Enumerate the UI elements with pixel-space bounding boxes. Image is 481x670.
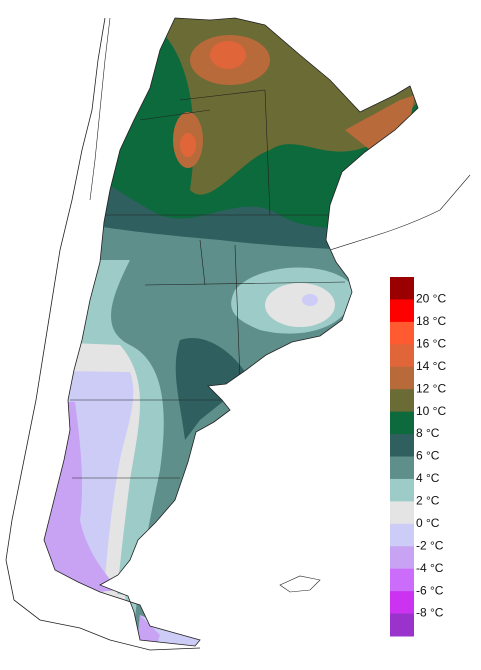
legend-label: 14 °C <box>416 359 446 373</box>
legend-swatch <box>390 344 414 368</box>
legend-label: 0 °C <box>416 516 440 530</box>
border-line <box>89 17 111 201</box>
legend-label: -6 °C <box>416 583 444 597</box>
province-borders <box>70 89 346 479</box>
legend-swatch <box>390 613 414 637</box>
zone <box>180 133 196 157</box>
legend-swatch <box>390 321 414 345</box>
uruguay-coast <box>329 174 471 251</box>
legend-label: -2 °C <box>416 538 444 552</box>
legend-swatch <box>390 434 414 457</box>
legend-swatch <box>390 591 414 615</box>
zone <box>135 615 160 646</box>
chile-coast <box>5 17 201 651</box>
zone <box>210 41 246 69</box>
islands <box>279 575 321 593</box>
legend-label: 10 °C <box>416 404 446 418</box>
legend-swatch <box>390 366 414 390</box>
legend-label: 20 °C <box>416 292 446 306</box>
legend-label: 8 °C <box>416 426 440 440</box>
legend-swatch <box>390 568 414 592</box>
zone <box>302 294 318 306</box>
legend-label: -4 °C <box>416 561 444 575</box>
legend-label: 18 °C <box>416 314 446 328</box>
legend-label: 6 °C <box>416 449 440 463</box>
argentina-outline <box>43 17 419 647</box>
legend: 20 °C 18 °C 16 °C 14 °C 12 °C 10 °C 8 °C 6 °C 4 … <box>390 277 446 637</box>
legend-swatch <box>390 389 414 413</box>
legend-swatch <box>390 501 414 525</box>
legend-label: 2 °C <box>416 494 440 508</box>
legend-label: 12 °C <box>416 381 446 395</box>
zone <box>345 95 415 150</box>
legend-swatch <box>390 456 414 480</box>
legend-swatch <box>390 546 414 570</box>
zone <box>44 400 120 600</box>
legend-swatch <box>390 478 414 502</box>
legend-label: 16 °C <box>416 336 446 350</box>
legend-swatch <box>390 277 414 300</box>
legend-swatch <box>390 523 414 547</box>
legend-swatch <box>390 299 414 323</box>
legend-label: -8 °C <box>416 606 444 620</box>
legend-label: 4 °C <box>416 471 440 485</box>
legend-swatch <box>390 411 414 435</box>
zone <box>265 283 335 327</box>
